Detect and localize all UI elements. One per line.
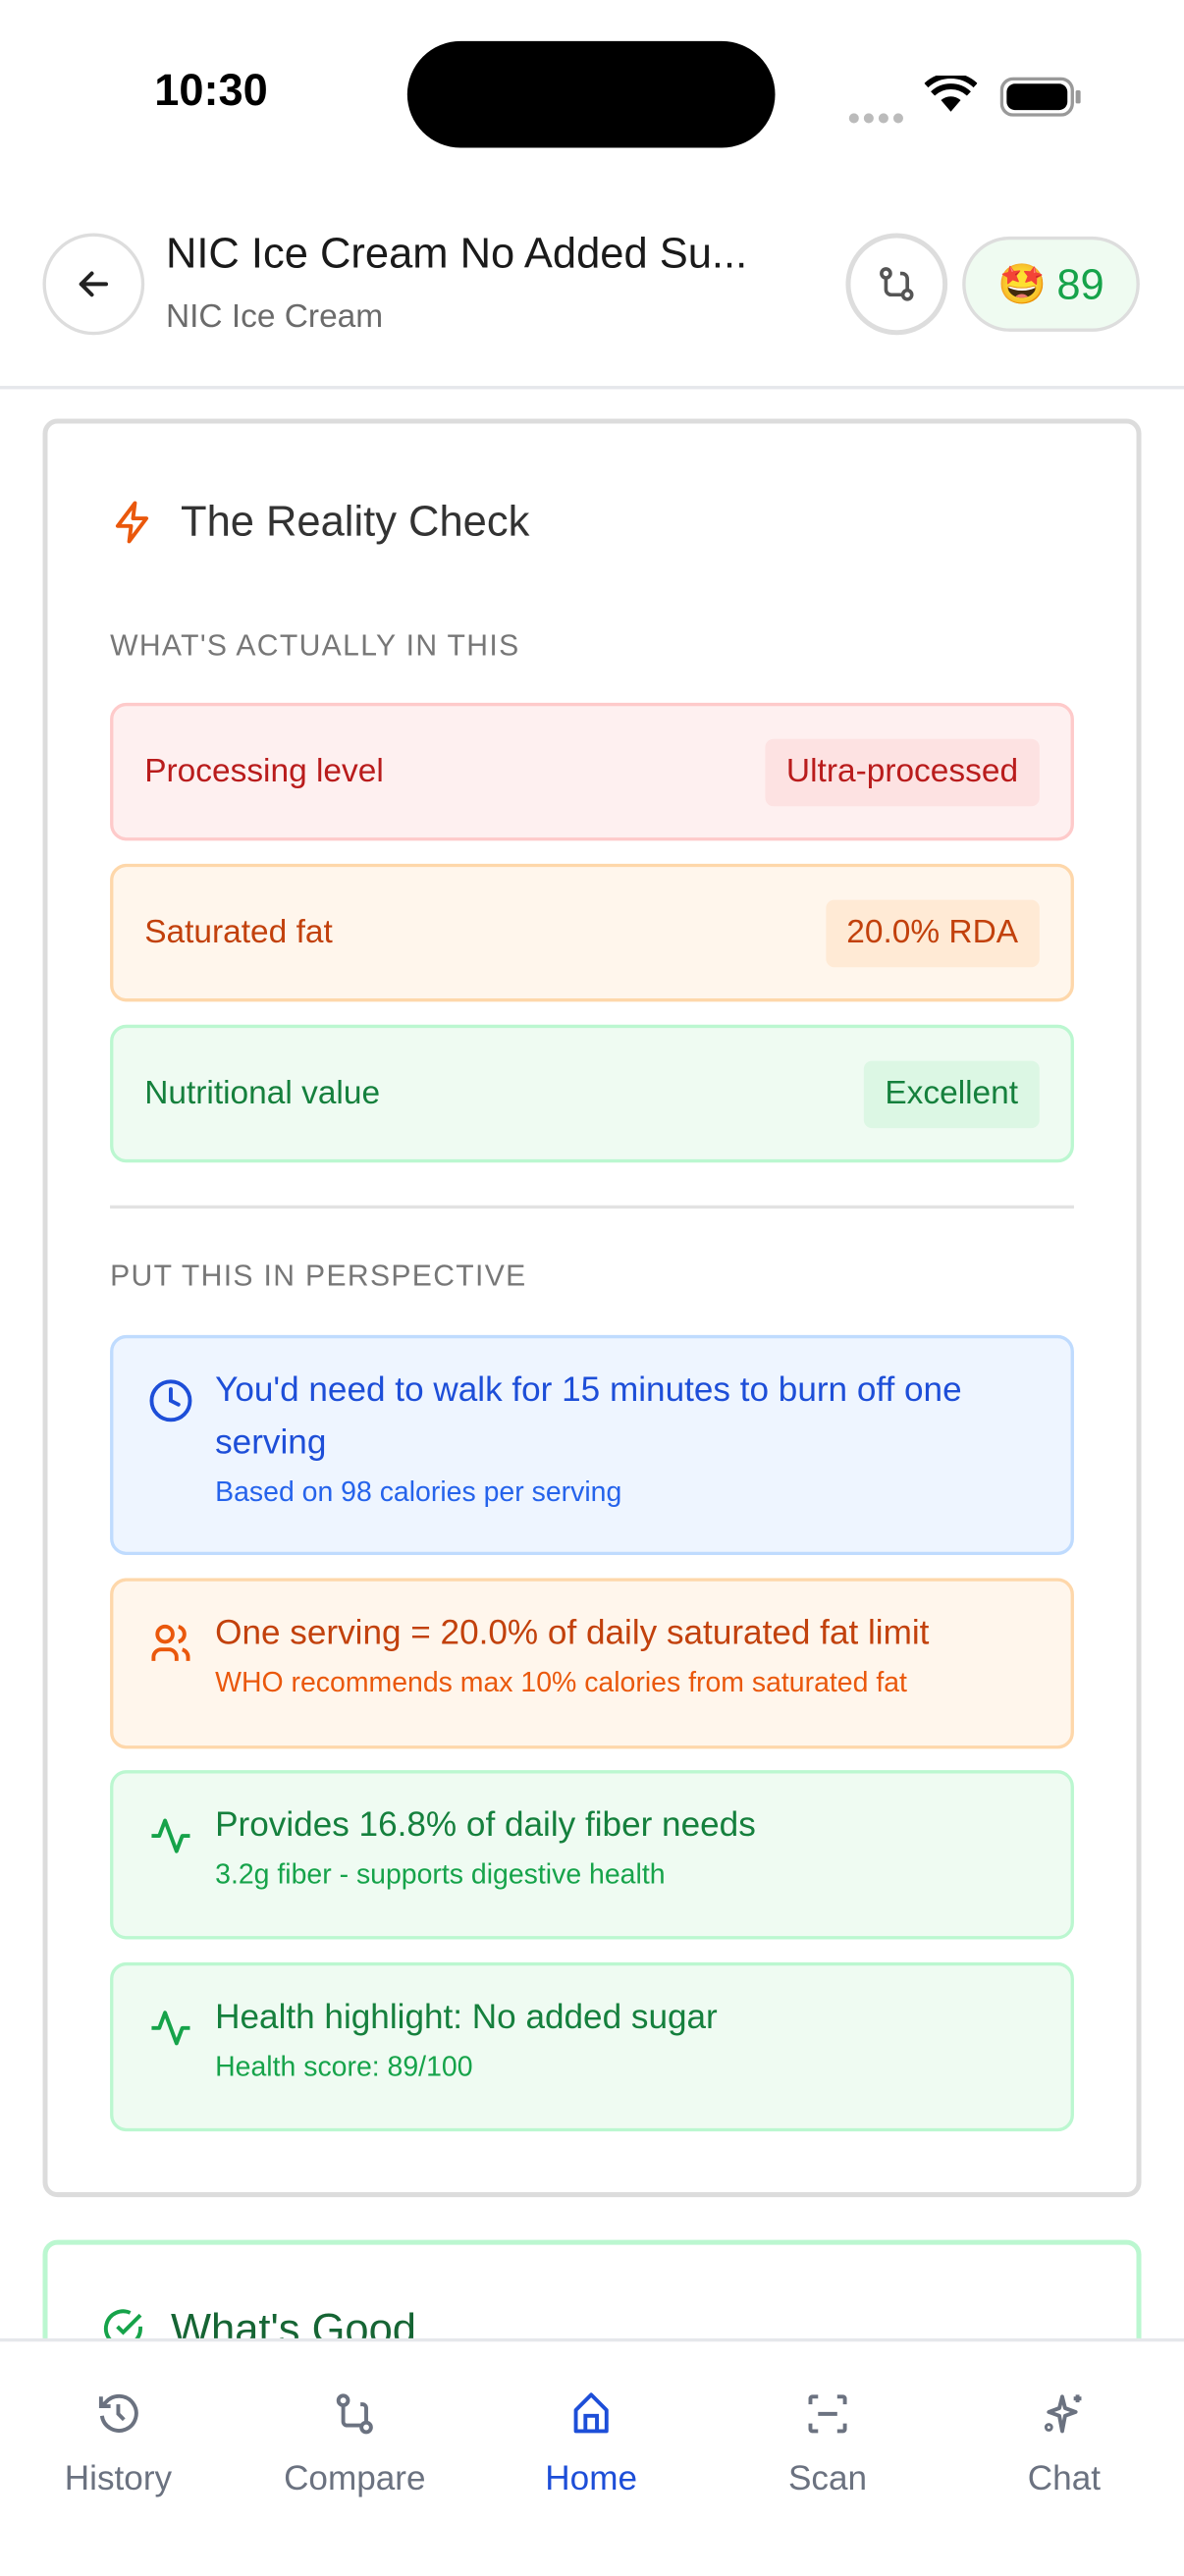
reality-check-card	[42, 418, 1142, 2198]
sparkle-icon	[1044, 2394, 1082, 2434]
nutritional-badge: Excellent	[863, 1059, 1040, 1128]
star-struck-emoji: 🤩	[997, 261, 1048, 306]
compare-icon	[336, 2393, 373, 2435]
tab-compare[interactable]: Compare	[237, 2390, 473, 2498]
saturated-fat-row: Saturated fat 20.0% RDA	[110, 863, 1074, 1002]
tab-label: Chat	[1027, 2459, 1101, 2498]
header-divider	[0, 386, 1184, 390]
perspective-sub: 3.2g fiber - supports digestive health	[215, 1858, 666, 1891]
row-label: Processing level	[144, 752, 384, 789]
nutritional-value-row: Nutritional value Excellent	[110, 1024, 1074, 1163]
wifi-icon	[924, 73, 978, 124]
signal-icon	[847, 103, 906, 133]
scan-icon	[808, 2394, 847, 2434]
perspective-sub: Health score: 89/100	[215, 2051, 473, 2082]
activity-icon	[148, 1813, 194, 1867]
saturated-fat-badge: 20.0% RDA	[825, 898, 1040, 967]
tab-label: History	[64, 2459, 173, 2498]
perspective-main: One serving = 20.0% of daily saturated f…	[215, 1614, 930, 1652]
row-label: Nutritional value	[144, 1074, 381, 1111]
tab-label: Scan	[788, 2459, 868, 2498]
brand-name: NIC Ice Cream	[165, 298, 384, 336]
tab-scan[interactable]: Scan	[710, 2390, 946, 2498]
perspective-main: You'd need to walk for 15 minutes to bur…	[215, 1370, 962, 1462]
processing-badge: Ultra-processed	[765, 737, 1040, 806]
status-time: 10:30	[154, 65, 268, 116]
health-score-badge[interactable]: 🤩 89	[962, 236, 1140, 332]
lightning-icon	[110, 500, 156, 554]
health-score: 89	[1056, 258, 1104, 308]
battery-icon	[999, 77, 1083, 126]
perspective-main: Health highlight: No added sugar	[215, 1998, 718, 2037]
tab-home[interactable]: Home	[473, 2390, 710, 2498]
section-label-perspective: PUT THIS IN PERSPECTIVE	[110, 1259, 527, 1293]
perspective-item-walk: You'd need to walk for 15 minutes to bur…	[110, 1334, 1074, 1556]
reality-check-heading: The Reality Check	[180, 496, 530, 546]
processing-level-row: Processing level Ultra-processed	[110, 702, 1074, 841]
tab-history[interactable]: History	[0, 2390, 237, 2498]
section-divider	[110, 1205, 1074, 1209]
history-icon	[98, 2393, 138, 2433]
row-label: Saturated fat	[144, 913, 333, 950]
back-button[interactable]	[42, 233, 145, 336]
perspective-sub: WHO recommends max 10% calories from sat…	[215, 1666, 907, 1698]
arrow-left-icon	[79, 271, 109, 297]
perspective-item-fat: One serving = 20.0% of daily saturated f…	[110, 1578, 1074, 1749]
tab-label: Compare	[284, 2459, 426, 2498]
dynamic-island	[406, 40, 776, 148]
tab-label: Home	[545, 2459, 638, 2498]
compare-button[interactable]	[845, 233, 948, 336]
activity-icon	[148, 2005, 194, 2059]
tab-chat[interactable]: Chat	[945, 2390, 1182, 2498]
perspective-item-fiber: Provides 16.8% of daily fiber needs 3.2g…	[110, 1770, 1074, 1940]
clock-icon	[148, 1377, 194, 1431]
perspective-main: Provides 16.8% of daily fiber needs	[215, 1805, 756, 1845]
page-title: NIC Ice Cream No Added Su...	[165, 228, 748, 278]
perspective-sub: Based on 98 calories per serving	[215, 1476, 622, 1508]
users-icon	[148, 1621, 194, 1675]
home-icon	[573, 2392, 609, 2434]
perspective-item-highlight: Health highlight: No added sugar Health …	[110, 1961, 1074, 2132]
section-label-contents: WHAT'S ACTUALLY IN THIS	[110, 628, 520, 663]
compare-icon	[880, 267, 914, 301]
bottom-tab-bar: History Compare Home Scan Chat	[0, 2337, 1184, 2576]
